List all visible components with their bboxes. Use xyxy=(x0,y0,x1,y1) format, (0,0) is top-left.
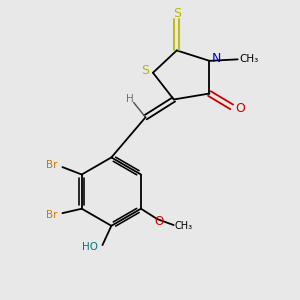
Text: Br: Br xyxy=(46,160,58,170)
Text: O: O xyxy=(235,102,245,115)
Text: HO: HO xyxy=(82,242,98,253)
Text: N: N xyxy=(211,52,221,65)
Text: O: O xyxy=(154,215,164,228)
Text: H: H xyxy=(126,94,134,104)
Text: S: S xyxy=(173,8,181,20)
Text: CH₃: CH₃ xyxy=(239,54,259,64)
Text: CH₃: CH₃ xyxy=(175,220,193,231)
Text: Br: Br xyxy=(46,210,58,220)
Text: S: S xyxy=(141,64,148,77)
